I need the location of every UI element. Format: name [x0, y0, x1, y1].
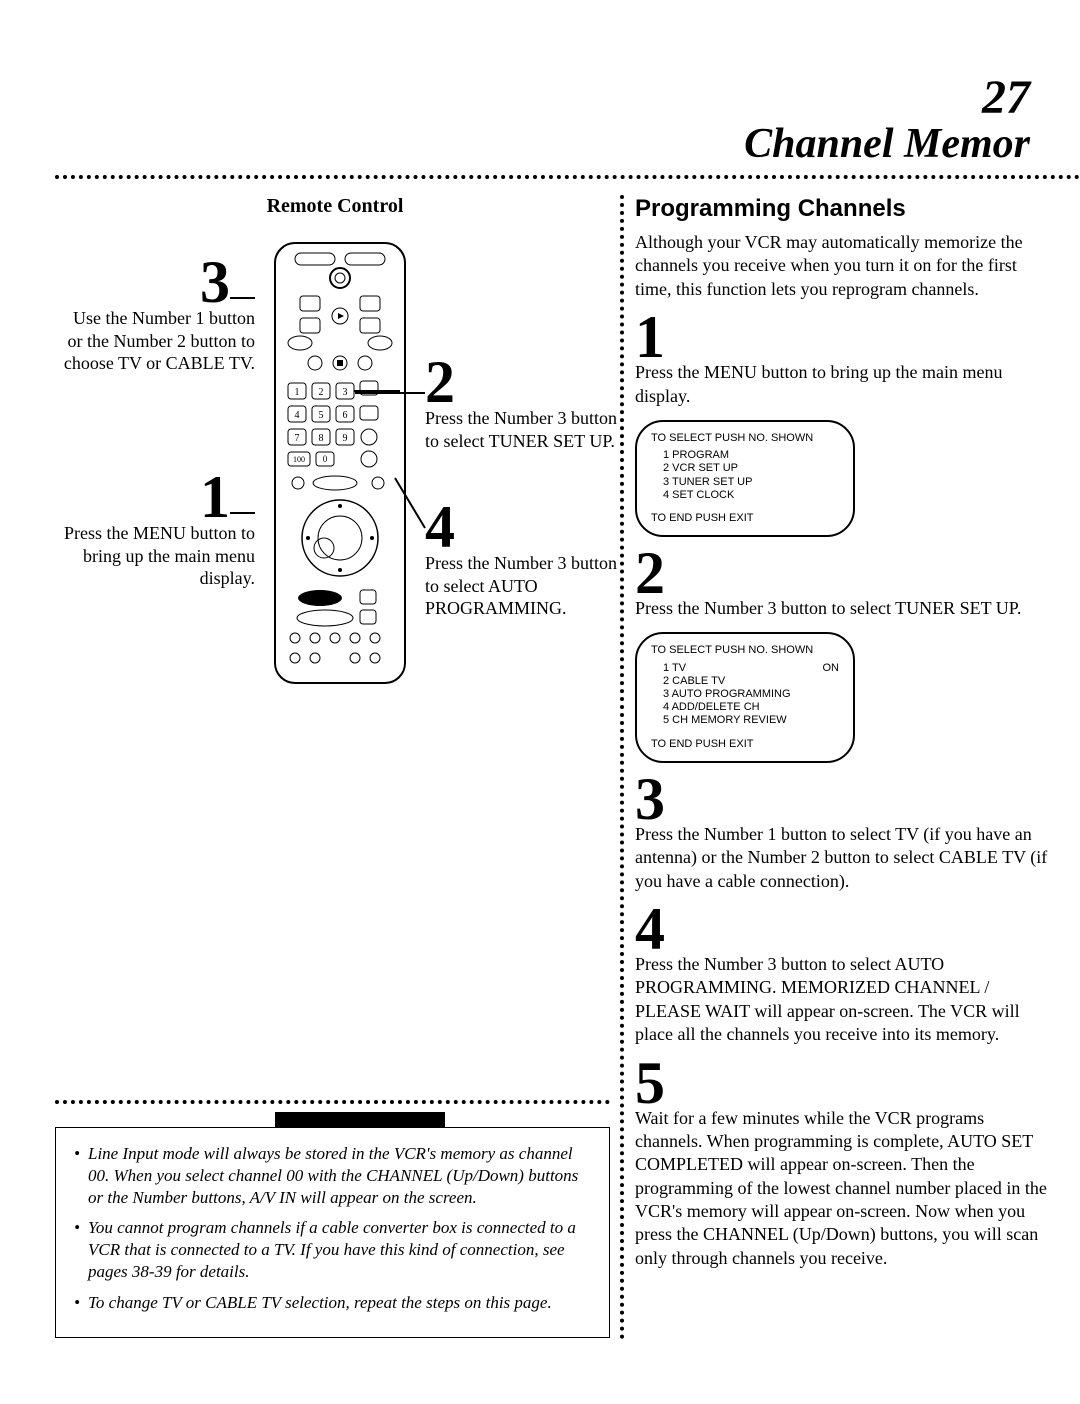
step-5-block: 5 Wait for a few minutes while the VCR p…: [635, 1059, 1055, 1271]
step-1-block: 1 Press the MENU button to bring up the …: [635, 313, 1055, 537]
step-3-number: 3: [635, 775, 1055, 823]
step-1-text: Press the MENU button to bring up the ma…: [55, 522, 255, 590]
callout-step-4: 4 Press the Number 3 button to select AU…: [425, 503, 625, 620]
notes-separator: [55, 1100, 610, 1104]
osd-header: TO SELECT PUSH NO. SHOWN: [651, 432, 839, 445]
intro-text: Although your VCR may automatically memo…: [635, 231, 1055, 301]
step-2-block: 2 Press the Number 3 button to select TU…: [635, 549, 1055, 763]
osd-footer: TO END PUSH EXIT: [651, 738, 839, 751]
svg-text:5: 5: [319, 410, 324, 421]
step-2-text: Press the Number 3 button to select TUNE…: [425, 407, 625, 452]
osd-footer: TO END PUSH EXIT: [651, 512, 839, 525]
step-number-4: 4: [425, 494, 455, 560]
osd-item: 4 ADD/DELETE CH: [663, 701, 839, 714]
svg-text:8: 8: [319, 433, 324, 444]
bottom-notes: Line Input mode will always be stored in…: [55, 1100, 610, 1338]
step-4-number: 4: [635, 905, 1055, 953]
step-3-text: Use the Number 1 button or the Number 2 …: [55, 307, 255, 375]
step-number-3: 3: [200, 249, 230, 315]
svg-text:2: 2: [319, 387, 324, 398]
note-item: You cannot program channels if a cable c…: [74, 1217, 591, 1283]
step-5-number: 5: [635, 1059, 1055, 1107]
svg-text:1: 1: [295, 387, 300, 398]
svg-text:100: 100: [293, 455, 305, 464]
horizontal-separator: [55, 175, 1080, 179]
step-1-number: 1: [635, 313, 1055, 361]
osd-item: 1 PROGRAM: [663, 449, 839, 462]
step-3-text: Press the Number 1 button to select TV (…: [635, 823, 1055, 893]
osd-item: 3 TUNER SET UP: [663, 476, 839, 489]
step-3-block: 3 Press the Number 1 button to select TV…: [635, 775, 1055, 893]
left-column: Remote Control 3 Use the Number 1 button…: [55, 195, 615, 728]
page-number: 27: [982, 70, 1030, 125]
remote-layout: 3 Use the Number 1 button or the Number …: [55, 238, 615, 728]
step-2-text: Press the Number 3 button to select TUNE…: [635, 597, 1055, 620]
step-1-text: Press the MENU button to bring up the ma…: [635, 361, 1055, 408]
osd-item: 1 TVON: [663, 662, 839, 675]
step-4-text: Press the Number 3 button to select AUTO…: [425, 552, 625, 620]
osd-header: TO SELECT PUSH NO. SHOWN: [651, 644, 839, 657]
step-4-block: 4 Press the Number 3 button to select AU…: [635, 905, 1055, 1047]
svg-text:3: 3: [343, 387, 348, 398]
right-column: Programming Channels Although your VCR m…: [635, 195, 1055, 1282]
black-bar: [275, 1112, 445, 1127]
step-2-number: 2: [635, 549, 1055, 597]
svg-text:4: 4: [295, 410, 300, 421]
note-item: To change TV or CABLE TV selection, repe…: [74, 1292, 591, 1314]
osd-main-menu: TO SELECT PUSH NO. SHOWN 1 PROGRAM 2 VCR…: [635, 420, 855, 537]
callout-step-1: 1 Press the MENU button to bring up the …: [55, 473, 255, 590]
svg-text:9: 9: [343, 433, 348, 444]
osd-item: 5 CH MEMORY REVIEW: [663, 714, 839, 727]
callout-step-3: 3 Use the Number 1 button or the Number …: [55, 258, 255, 375]
section-heading: Programming Channels: [635, 195, 1055, 223]
callout-step-2: 2 Press the Number 3 button to select TU…: [425, 358, 625, 452]
svg-text:0: 0: [323, 454, 328, 464]
remote-control-diagram: 1 2 3 4 5 6 7 8 9 100 0: [270, 238, 410, 688]
osd-tuner-menu: TO SELECT PUSH NO. SHOWN 1 TVON 2 CABLE …: [635, 632, 855, 762]
notes-box: Line Input mode will always be stored in…: [55, 1127, 610, 1338]
step-number-1: 1: [200, 464, 230, 530]
osd-item: 3 AUTO PROGRAMMING: [663, 688, 839, 701]
note-item: Line Input mode will always be stored in…: [74, 1143, 591, 1209]
svg-text:7: 7: [295, 433, 300, 444]
osd-item: 2 VCR SET UP: [663, 462, 839, 475]
step-4-text: Press the Number 3 button to select AUTO…: [635, 953, 1055, 1047]
osd-item: 2 CABLE TV: [663, 675, 839, 688]
step-number-2: 2: [425, 349, 455, 415]
svg-text:6: 6: [343, 410, 348, 421]
remote-heading: Remote Control: [55, 195, 615, 218]
step-5-text: Wait for a few minutes while the VCR pro…: [635, 1107, 1055, 1271]
page-title: Channel Memor: [744, 120, 1030, 168]
osd-item: 4 SET CLOCK: [663, 489, 839, 502]
